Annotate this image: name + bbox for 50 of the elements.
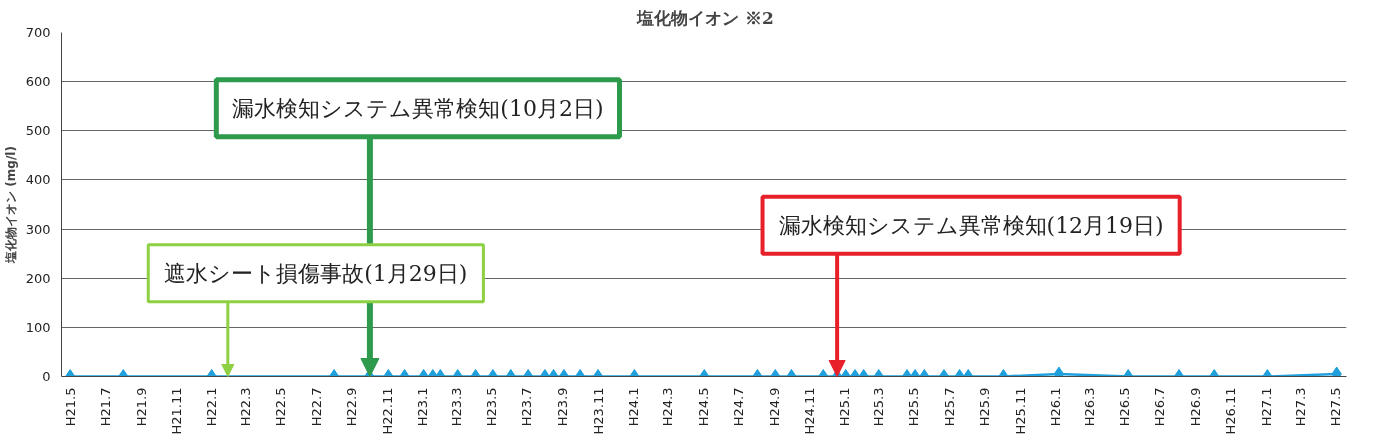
chart-title: 塩化物イオン ※2	[636, 7, 774, 28]
x-tick-label: H23.5	[484, 387, 500, 427]
y-tick-label: 400	[25, 172, 51, 188]
x-tick-label: H25.11	[1012, 387, 1028, 435]
x-tick-label: H25.7	[941, 387, 957, 427]
x-tick-label: H24.9	[766, 387, 782, 427]
annotation: 漏水検知システム異常検知(12月19日)	[778, 212, 1164, 238]
x-tick-label: H26.1	[1047, 387, 1063, 427]
x-tick-label: H24.1	[625, 387, 641, 427]
x-tick-label: H23.3	[449, 387, 465, 427]
x-tick-label: H21.9	[133, 387, 149, 427]
x-tick-label: H22.7	[308, 387, 324, 427]
x-tick-label: H22.11	[379, 387, 395, 435]
x-tick-label: H23.11	[590, 387, 606, 435]
y-tick-label: 200	[25, 270, 51, 286]
x-tick-label: H21.7	[97, 387, 113, 427]
x-tick-label: H26.7	[1152, 387, 1168, 427]
y-tick-label: 700	[25, 25, 51, 40]
y-axis-title: 塩化物イオン (mg/l)	[3, 146, 18, 264]
annotation: 遮水シート損傷事故(1月29日)	[164, 260, 468, 286]
x-tick-label: H25.1	[837, 387, 853, 427]
x-tick-label: H22.3	[238, 387, 254, 427]
x-tick-label: H26.3	[1082, 387, 1097, 427]
x-tick-label: H24.11	[801, 387, 817, 435]
x-tick-label: H26.9	[1188, 387, 1204, 427]
x-tick-label: H25.9	[977, 387, 993, 427]
x-tick-label: H21.5	[62, 387, 78, 427]
x-tick-label: H25.3	[871, 387, 887, 427]
x-tick-label: H27.5	[1328, 387, 1344, 427]
x-tick-label: H25.5	[906, 387, 922, 427]
y-tick-label: 0	[42, 369, 51, 384]
x-tick-label: H24.5	[695, 387, 711, 427]
x-tick-label: H24.7	[730, 387, 746, 427]
x-tick-label: H26.5	[1117, 387, 1133, 427]
x-tick-label: H22.5	[273, 387, 289, 427]
y-tick-label: 500	[25, 123, 51, 139]
x-tick-label: H24.3	[660, 387, 676, 427]
y-tick-label: 600	[25, 74, 51, 90]
annotation: 漏水検知システム異常検知(10月2日)	[232, 95, 604, 121]
x-tick-label: H26.11	[1223, 387, 1239, 435]
x-tick-label: H23.1	[414, 387, 430, 427]
x-tick-label: H23.7	[519, 387, 535, 427]
x-tick-label: H22.9	[344, 387, 360, 427]
x-tick-label: H27.1	[1258, 387, 1274, 427]
x-tick-label: H27.3	[1292, 387, 1308, 427]
y-tick-label: 300	[25, 221, 51, 237]
y-tick-label: 100	[25, 319, 51, 335]
x-tick-label: H21.11	[168, 387, 184, 435]
x-tick-label: H23.9	[555, 387, 571, 427]
x-tick-label: H22.1	[204, 387, 220, 427]
